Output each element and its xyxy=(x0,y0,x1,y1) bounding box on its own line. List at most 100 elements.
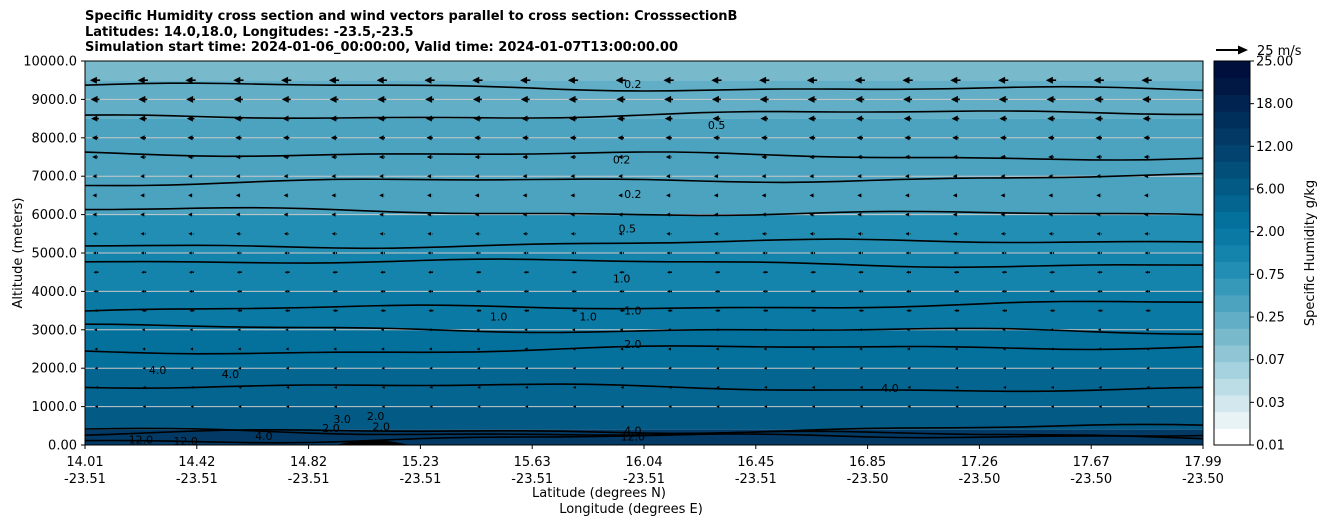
colorbar-segment xyxy=(1214,127,1250,146)
wind-arrow-head xyxy=(333,385,337,389)
wind-arrow-head xyxy=(763,328,767,332)
wind-arrow-head xyxy=(810,251,814,255)
wind-arrow-head xyxy=(906,270,909,274)
wind-arrow-head xyxy=(1094,115,1102,122)
wind-reference-key: 25 m/s xyxy=(1216,44,1302,59)
wind-arrow-head xyxy=(666,174,671,179)
wind-arrow-head xyxy=(185,76,193,84)
contour-label: 3.0 xyxy=(333,413,351,426)
wind-arrow-head xyxy=(711,95,719,103)
wind-arrow-head xyxy=(474,154,480,160)
wind-arrow-head xyxy=(764,405,768,409)
colorbar-segment xyxy=(1214,361,1250,379)
x-tick-longitude: -23.51 xyxy=(735,472,777,487)
contour-line xyxy=(85,151,1203,161)
wind-arrow-head xyxy=(857,212,862,217)
x-tick-longitude: -23.51 xyxy=(399,472,441,487)
x-tick-longitude: -23.50 xyxy=(1182,472,1224,487)
contour-line xyxy=(85,383,1203,393)
wind-arrow-head xyxy=(571,270,575,274)
wind-arrow-head xyxy=(904,154,910,160)
wind-arrow-head xyxy=(618,232,623,236)
wind-arrow-head xyxy=(667,289,670,293)
wind-arrow-head xyxy=(90,95,98,103)
wind-arrow-head xyxy=(616,115,624,122)
wind-arrow-head xyxy=(572,347,576,351)
wind-arrow-head xyxy=(1142,95,1150,103)
y-tick-label: 8000.0 xyxy=(32,131,78,146)
wind-arrow-head xyxy=(811,347,815,351)
humidity-band xyxy=(85,406,1203,430)
y-tick-label: 4000.0 xyxy=(32,285,78,300)
wind-arrow-head xyxy=(1144,212,1149,217)
wind-arrow-head xyxy=(762,309,766,313)
wind-arrow-head xyxy=(89,76,97,84)
wind-arrow-head xyxy=(807,95,815,103)
wind-arrow-head xyxy=(663,76,671,84)
wind-arrow-head xyxy=(331,232,336,236)
wind-arrow-head xyxy=(716,366,720,370)
colorbar-segment xyxy=(1214,77,1250,95)
wind-arrow-head xyxy=(859,366,863,370)
wind-arrow-head xyxy=(902,76,910,84)
wind-arrow-head xyxy=(427,212,432,217)
wind-arrow-head xyxy=(716,385,720,389)
wind-arrow-head xyxy=(1047,115,1054,122)
wind-arrow-head xyxy=(664,95,672,103)
wind-arrow-head xyxy=(524,328,528,332)
wind-arrow-head xyxy=(761,212,766,217)
wind-arrow-head xyxy=(379,174,384,179)
wind-arrow-head xyxy=(283,193,288,198)
wind-arrow-head xyxy=(859,385,863,389)
contour-label: 12.0 xyxy=(621,431,646,444)
wind-arrow-head xyxy=(568,95,576,103)
contour-lines xyxy=(85,82,1203,444)
wind-arrow-head xyxy=(475,251,479,255)
wind-arrow-head xyxy=(620,405,624,409)
wind-arrow-head xyxy=(474,135,480,141)
wind-arrow-head xyxy=(1050,405,1054,409)
wind-arrow-head xyxy=(569,115,576,122)
contour-label: 12.0 xyxy=(173,435,198,448)
contour-labels: 0.2 0.5 0.2 0.2 0.5 1.0 1.0 1.0 1.0 2.0 4.0 4.0 4.0 3… xyxy=(129,78,899,448)
wind-arrow-head xyxy=(857,251,861,255)
wind-arrow-head xyxy=(714,251,718,255)
contour-label: 1.0 xyxy=(490,310,508,323)
wind-arrow-head xyxy=(810,289,814,293)
colorbar-tick-label: 0.03 xyxy=(1256,396,1285,411)
wind-arrow-head xyxy=(952,193,957,198)
y-tick-label: 6000.0 xyxy=(32,208,78,223)
humidity-band xyxy=(85,118,1203,177)
wind-arrow-head xyxy=(715,347,719,351)
wind-arrow-head xyxy=(427,232,431,236)
wind-arrow-head xyxy=(1049,309,1053,313)
x-tick-longitude: -23.50 xyxy=(847,472,889,487)
wind-arrow-head xyxy=(1146,385,1150,389)
wind-arrow-head xyxy=(1096,212,1101,217)
colorbar-segment xyxy=(1214,177,1250,196)
wind-arrow-head xyxy=(472,76,480,84)
wind-arrow-head xyxy=(1045,76,1053,84)
wind-arrow-head xyxy=(570,154,575,160)
wind-arrow-head xyxy=(763,366,767,370)
wind-arrow-head xyxy=(1049,289,1053,293)
wind-arrow-head xyxy=(809,232,814,236)
wind-arrow-head xyxy=(142,347,146,351)
wind-arrow-head xyxy=(763,347,767,351)
wind-arrow-head xyxy=(141,270,145,274)
x-tick-longitude: -23.50 xyxy=(958,472,1000,487)
wind-arrow-head xyxy=(759,95,767,103)
wind-arrow-head xyxy=(476,309,480,313)
wind-arrow-head xyxy=(331,174,336,179)
wind-arrow-head xyxy=(188,174,193,179)
wind-arrow-head xyxy=(522,174,527,179)
wind-arrow-head xyxy=(1003,405,1007,409)
wind-arrow-head xyxy=(522,193,527,198)
wind-arrow-head xyxy=(1097,270,1101,274)
wind-arrow-head xyxy=(952,174,957,179)
wind-arrow-head xyxy=(523,289,527,293)
wind-arrow-head xyxy=(711,76,719,84)
wind-arrow-head xyxy=(428,347,432,351)
wind-arrow-head xyxy=(811,366,815,370)
wind-arrow-head xyxy=(378,154,384,160)
